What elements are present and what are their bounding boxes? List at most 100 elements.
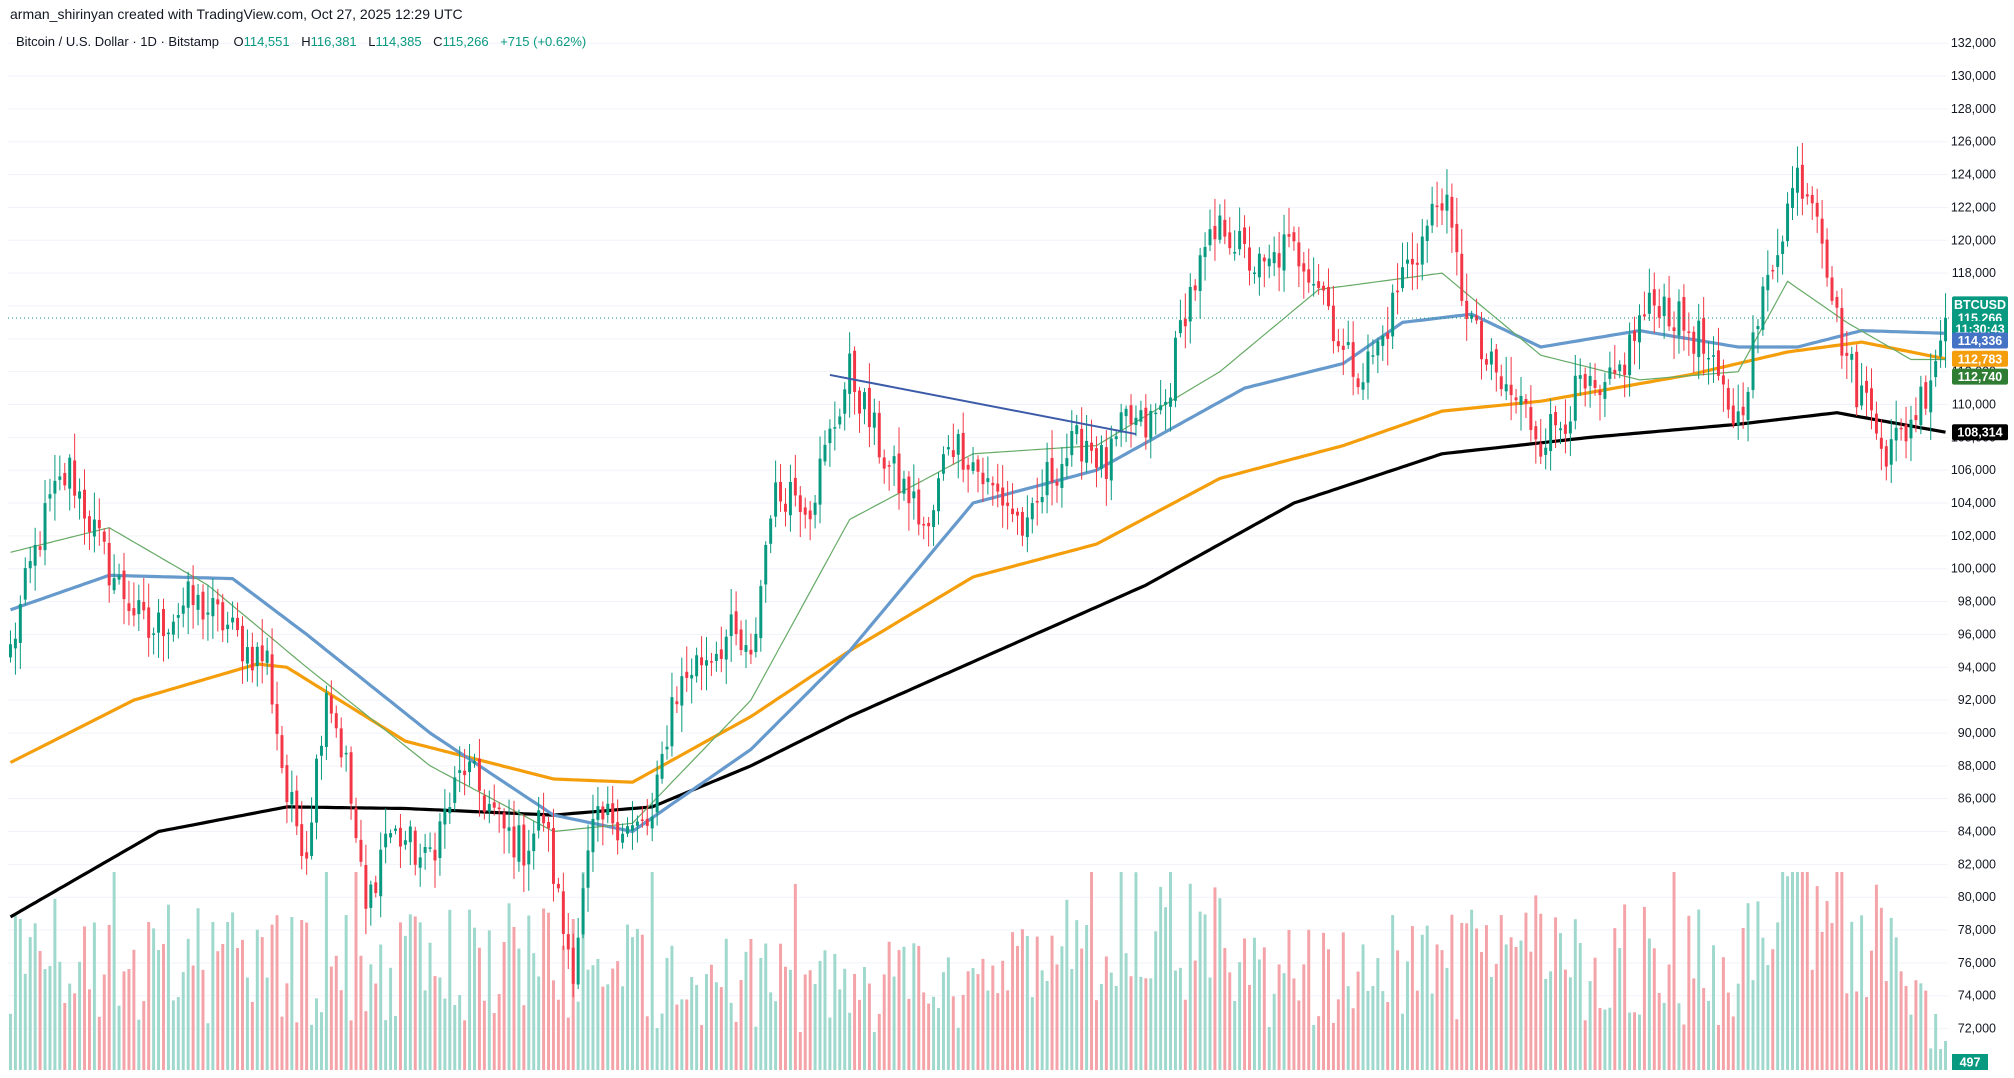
candle [1450, 183, 1454, 253]
candle-body [1070, 430, 1074, 456]
candle [621, 823, 625, 849]
candle-body [1524, 399, 1528, 404]
candle [374, 875, 378, 898]
candle-body [1707, 357, 1711, 360]
candle [1080, 407, 1084, 480]
candle-body [403, 840, 407, 845]
volume-bar [78, 961, 82, 1070]
volume-bar [611, 968, 615, 1070]
candle-body [473, 761, 476, 764]
candle [527, 829, 531, 891]
candle-body [1721, 375, 1725, 385]
volume-bar [1267, 1027, 1271, 1070]
price-badge-bg [1952, 350, 2008, 367]
candle-body [369, 884, 373, 908]
volume-bar [1578, 943, 1582, 1070]
candle-body [1223, 219, 1227, 237]
candle [443, 789, 447, 849]
candle [1944, 293, 1948, 368]
candle-body [734, 611, 738, 635]
volume-bar [1529, 951, 1533, 1070]
candle-body [1919, 386, 1923, 426]
candle [522, 814, 526, 893]
volume-bar [1272, 993, 1276, 1070]
volume-bar [1376, 958, 1380, 1070]
volume-bar [13, 915, 17, 1070]
symbol-legend[interactable]: Bitcoin / U.S. Dollar · 1D · Bitstamp O1… [16, 34, 586, 49]
candle [1035, 477, 1039, 526]
candle-body [280, 735, 284, 769]
volume-bar [788, 969, 792, 1070]
volume-bar [33, 923, 37, 1070]
volume-bar [147, 921, 151, 1070]
candle-body [1628, 334, 1632, 376]
candle [912, 464, 916, 520]
volume-bar [774, 1001, 778, 1070]
volume-bar [1870, 950, 1873, 1070]
volume-bar [956, 1027, 960, 1070]
candle-body [1578, 375, 1582, 379]
candle [1267, 244, 1271, 279]
candle [389, 829, 393, 844]
candle [626, 817, 629, 838]
candle [68, 454, 72, 511]
candle [428, 832, 432, 853]
drawn-trendline[interactable] [8, 317, 1952, 436]
candle [315, 754, 319, 840]
candle-body [922, 524, 926, 526]
candle [956, 429, 960, 479]
volume-bar [887, 941, 891, 1070]
volume-bar [1243, 938, 1247, 1070]
volume-bar [729, 1002, 733, 1070]
candle-body [221, 602, 225, 631]
candlesticks[interactable] [8, 142, 1948, 998]
volume-bar [1193, 960, 1197, 1070]
candle-body [971, 462, 975, 471]
candle-body [1835, 296, 1839, 308]
volume-bar [216, 951, 220, 1070]
volume-bar [364, 1011, 368, 1070]
volume-bar [1776, 922, 1780, 1070]
candle [749, 633, 753, 664]
candle-body [1771, 269, 1775, 272]
candle [477, 738, 481, 817]
candle [1430, 186, 1434, 234]
volume-bar [1499, 915, 1503, 1070]
candle [1327, 268, 1330, 310]
candle-body [833, 427, 837, 429]
candle-body [665, 746, 669, 750]
candle [784, 488, 787, 527]
volume-bar [1944, 1040, 1948, 1070]
candle [423, 833, 427, 870]
candle [181, 587, 185, 628]
candle [147, 583, 151, 657]
candle-body [1272, 252, 1276, 264]
candle [1381, 325, 1385, 361]
candle-body [551, 828, 555, 884]
volume-bar [1874, 884, 1878, 1070]
volume-bar [1371, 986, 1375, 1070]
volume-bar [951, 996, 955, 1070]
candle [828, 419, 832, 467]
candle [561, 872, 565, 951]
volume-bar [1721, 957, 1725, 1070]
volume-bar [1800, 872, 1804, 1070]
volume-bar [487, 930, 491, 1070]
volume-bar [295, 1022, 299, 1070]
price-axis[interactable]: 132,000 130,000 128,000 126,000 124,000 122,0… [1951, 36, 1996, 1035]
volume-bar [458, 995, 462, 1070]
candle [53, 454, 57, 521]
candle-body [448, 807, 452, 814]
volume-bar [1208, 977, 1212, 1070]
candle [1366, 334, 1370, 400]
candle-body [818, 458, 822, 505]
volume-bar [1889, 917, 1893, 1070]
volume-bar [655, 1028, 659, 1070]
candle [1312, 257, 1316, 297]
candle-body [729, 614, 733, 637]
volume-bar [1465, 923, 1469, 1070]
candle-body [1331, 305, 1335, 342]
candle [438, 813, 442, 876]
